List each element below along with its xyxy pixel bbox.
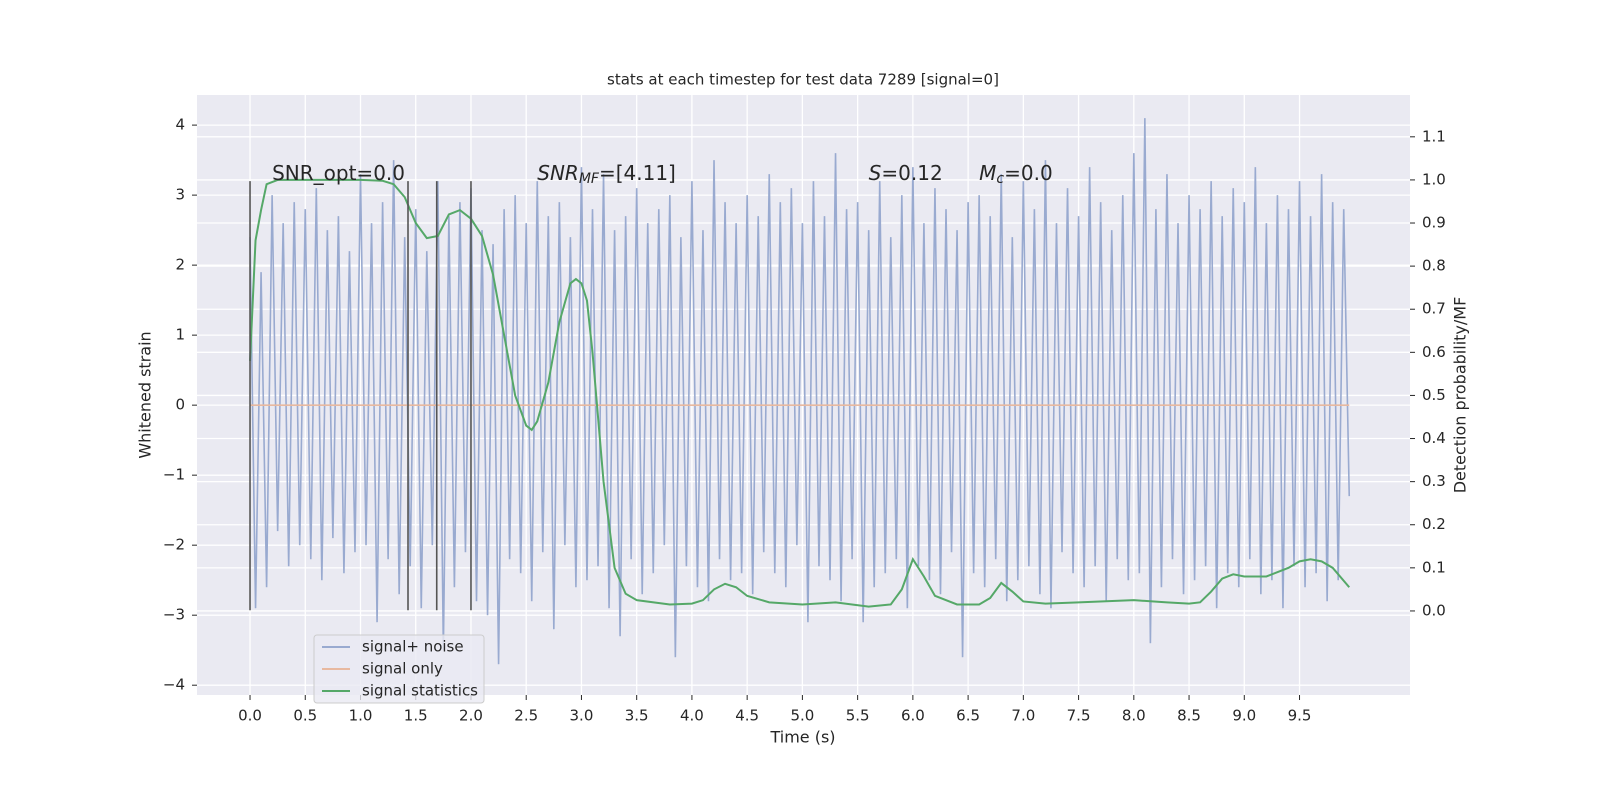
y2-tick-label: 0.7	[1422, 300, 1446, 318]
annotation-part: SNR_opt=0.0	[272, 161, 405, 185]
x-tick-label: 4.0	[680, 707, 704, 725]
annotation-part: SNR	[537, 161, 579, 185]
y2-tick-label: 0.8	[1422, 257, 1446, 275]
x-tick-label: 7.0	[1011, 707, 1035, 725]
annotation: SNR_opt=0.0	[272, 161, 405, 185]
annotation-part: S	[869, 161, 882, 185]
x-tick-label: 9.0	[1232, 707, 1256, 725]
y-tick-label: −1	[163, 466, 185, 484]
y-tick-label: −2	[163, 536, 185, 554]
x-tick-label: 8.5	[1177, 707, 1201, 725]
x-tick-label: 0.0	[238, 707, 262, 725]
annotation-part: =0.12	[881, 161, 942, 185]
chart-title: stats at each timestep for test data 728…	[607, 71, 999, 89]
legend-label: signal statistics	[362, 682, 478, 700]
y2-tick-label: 0.1	[1422, 558, 1446, 576]
legend-box	[313, 634, 485, 704]
y2-tick-label: 0.6	[1422, 343, 1446, 361]
x-tick-label: 1.5	[404, 707, 428, 725]
y2-tick-label: 0.0	[1422, 601, 1446, 619]
y2-tick-label: 0.2	[1422, 515, 1446, 533]
y2-tick-label: 0.3	[1422, 472, 1446, 490]
legend-label: signal+ noise	[362, 638, 464, 656]
x-tick-label: 5.5	[846, 707, 870, 725]
x-tick-label: 6.0	[901, 707, 925, 725]
x-tick-label: 2.0	[459, 707, 483, 725]
y-axis-label: Whitened strain	[136, 331, 155, 458]
y-tick-label: 4	[175, 116, 185, 134]
annotation: SNRMF=[4.11]	[537, 161, 676, 188]
y-tick-label: −3	[163, 606, 185, 624]
x-tick-label: 6.5	[956, 707, 980, 725]
y2-tick-label: 1.1	[1422, 127, 1446, 145]
y2-tick-label: 0.9	[1422, 214, 1446, 232]
y2-tick-label: 1.0	[1422, 170, 1446, 188]
x-tick-label: 3.5	[625, 707, 649, 725]
annotation-part: =0.0	[1004, 161, 1053, 185]
y2-tick-label: 0.4	[1422, 429, 1446, 447]
x-tick-label: 1.0	[349, 707, 373, 725]
x-axis-label: Time (s)	[769, 728, 835, 747]
y-tick-label: 2	[175, 256, 185, 274]
y-tick-label: 1	[175, 326, 185, 344]
x-tick-label: 7.5	[1067, 707, 1091, 725]
annotation: S=0.12	[869, 161, 943, 185]
legend-label: signal only	[362, 660, 443, 678]
y-tick-label: 3	[175, 186, 185, 204]
x-tick-label: 2.5	[514, 707, 538, 725]
series-line	[249, 178, 1351, 608]
x-tick-label: 3.0	[570, 707, 594, 725]
annotation-part: MF	[579, 171, 600, 187]
y2-tick-label: 0.5	[1422, 386, 1446, 404]
annotation-part: c	[996, 171, 1004, 187]
x-tick-label: 8.0	[1122, 707, 1146, 725]
x-tick-label: 9.5	[1288, 707, 1312, 725]
annotation: Mc=0.0	[979, 161, 1053, 188]
y-tick-label: 0	[175, 396, 185, 414]
x-tick-label: 0.5	[293, 707, 317, 725]
annotation-part: M	[979, 161, 996, 185]
x-tick-label: 4.5	[735, 707, 759, 725]
y-tick-label: −4	[163, 676, 185, 694]
y2-axis-label: Detection probability/MF	[1451, 297, 1470, 494]
series-line	[249, 118, 1351, 665]
annotation-part: =[4.11]	[599, 161, 676, 185]
x-tick-label: 5.0	[790, 707, 814, 725]
